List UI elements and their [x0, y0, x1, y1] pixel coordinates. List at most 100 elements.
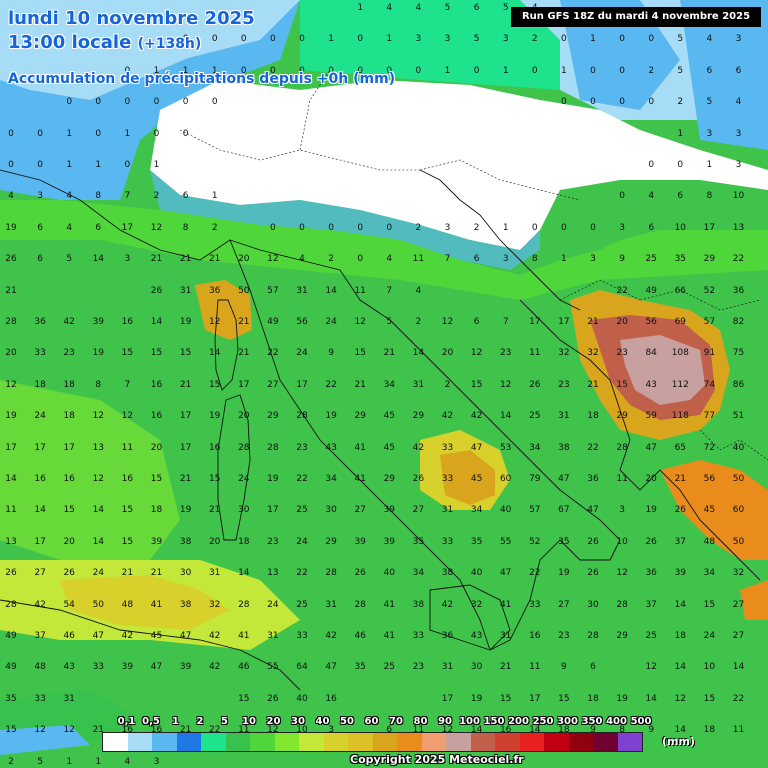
grid-value: 14: [674, 662, 687, 673]
grid-value: 31: [296, 285, 308, 296]
grid-value: 9: [561, 662, 567, 673]
grid-value: 4: [706, 34, 713, 45]
grid-value: 3: [735, 160, 742, 170]
grid-value: 84: [645, 348, 657, 359]
grid-value: 60: [732, 505, 745, 516]
grid-value: 21: [354, 379, 366, 390]
grid-value: 20: [645, 474, 657, 484]
grid-value: 52: [703, 285, 716, 296]
grid-value: 56: [296, 317, 308, 327]
grid-value: 45: [470, 474, 483, 484]
grid-value: 15: [558, 693, 570, 704]
grid-value: 33: [92, 662, 105, 673]
grid-value: 17: [529, 693, 541, 704]
grid-value: 12: [645, 662, 657, 673]
grid-value: 5: [677, 65, 684, 76]
grid-value: 31: [63, 693, 75, 704]
grid-value: 14: [34, 505, 46, 516]
grid-value: 0: [531, 65, 538, 76]
grid-value: 15: [703, 693, 716, 704]
grid-value: 38: [179, 599, 192, 610]
grid-value: 10: [674, 222, 687, 233]
grid-value: 29: [354, 411, 366, 422]
grid-value: 57: [703, 317, 716, 327]
grid-value: 37: [674, 536, 687, 547]
grid-value: 42: [208, 631, 221, 641]
grid-value: 86: [732, 379, 745, 390]
grid-value: 23: [296, 442, 308, 453]
grid-value: 4: [648, 191, 655, 202]
legend-label: 300: [557, 716, 578, 727]
grid-value: 1: [66, 756, 73, 767]
grid-value: 3: [735, 128, 742, 139]
grid-value: 17: [267, 505, 279, 516]
grid-value: 45: [150, 631, 163, 641]
grid-value: 12: [92, 474, 105, 484]
grid-value: 17: [5, 442, 17, 453]
grid-value: 0: [95, 128, 102, 139]
grid-value: 0: [95, 97, 102, 108]
grid-value: 14: [674, 725, 687, 736]
grid-value: 31: [267, 631, 279, 641]
grid-value: 0: [357, 254, 364, 265]
grid-value: 13: [732, 222, 745, 233]
grid-value: 6: [706, 65, 713, 76]
grid-value: 33: [412, 631, 425, 641]
legend-swatch: [617, 733, 642, 751]
grid-value: 33: [529, 599, 541, 610]
grid-value: 40: [499, 505, 512, 516]
grid-value: 19: [470, 693, 483, 704]
grid-value: 32: [587, 348, 599, 359]
grid-value: 1: [124, 128, 131, 139]
grid-value: 15: [5, 725, 17, 736]
grid-value: 10: [732, 191, 745, 202]
grid-value: 33: [296, 631, 308, 641]
grid-value: 48: [703, 536, 716, 547]
grid-value: 0: [240, 65, 247, 76]
grid-value: 3: [619, 222, 625, 233]
grid-value: 35: [558, 536, 570, 547]
grid-value: 18: [558, 725, 570, 736]
grid-value: 0: [619, 34, 625, 45]
grid-value: 50: [732, 536, 745, 547]
grid-value: 11: [732, 725, 745, 736]
grid-value: 47: [499, 568, 512, 579]
legend-label: 90: [438, 716, 452, 727]
grid-value: 19: [5, 222, 17, 233]
grid-value: 0: [270, 222, 276, 233]
grid-value: 26: [354, 568, 366, 579]
grid-value: 1: [153, 65, 160, 76]
grid-value: 8: [706, 191, 713, 202]
grid-value: 19: [179, 505, 192, 516]
grid-value: 12: [92, 411, 105, 422]
legend-label: 40: [315, 716, 330, 727]
grid-value: 72: [703, 442, 716, 453]
grid-value: 31: [325, 599, 337, 610]
grid-value: 15: [208, 474, 221, 484]
grid-value: 4: [124, 756, 131, 767]
grid-value: 46: [238, 662, 250, 673]
grid-value: 21: [499, 662, 512, 673]
grid-value: 0: [124, 160, 131, 170]
grid-value: 36: [732, 285, 745, 296]
legend-swatch: [495, 733, 520, 751]
grid-value: 33: [34, 348, 46, 359]
grid-value: 6: [37, 222, 43, 233]
grid-value: 18: [34, 379, 46, 390]
grid-value: 3: [502, 254, 509, 265]
grid-value: 22: [296, 474, 308, 484]
grid-value: 47: [325, 662, 337, 673]
grid-value: 8: [182, 222, 189, 233]
legend-swatch: [299, 733, 324, 751]
color-legend: [102, 732, 643, 752]
grid-value: 19: [179, 317, 192, 327]
grid-value: 7: [444, 254, 451, 265]
grid-value: 4: [415, 3, 422, 13]
legend-label: 1: [172, 716, 179, 727]
grid-value: 11: [238, 725, 250, 736]
grid-value: 28: [616, 442, 628, 453]
grid-value: 24: [34, 411, 46, 422]
grid-value: 42: [441, 411, 454, 422]
grid-value: 48: [121, 599, 134, 610]
grid-value: 43: [470, 631, 483, 641]
